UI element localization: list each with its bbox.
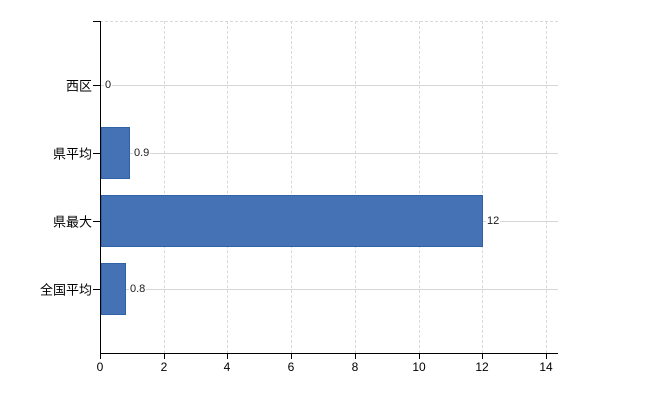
x-axis-tick: [419, 353, 420, 359]
y-axis-tick: [93, 221, 100, 222]
y-axis-line: [100, 21, 101, 353]
x-tick-label: 10: [412, 360, 426, 374]
category-gridline: [100, 85, 558, 86]
x-tick-label: 0: [96, 360, 104, 374]
x-gridline: [482, 21, 483, 353]
x-axis-tick: [546, 353, 547, 359]
value-label: 12: [486, 215, 501, 227]
x-tick-label: 4: [223, 360, 231, 374]
x-tick-label: 2: [160, 360, 168, 374]
x-axis-tick: [355, 353, 356, 359]
value-label: 0.9: [133, 147, 151, 159]
x-gridline: [355, 21, 356, 353]
y-axis-tick: [93, 153, 100, 154]
x-axis-line: [100, 353, 558, 354]
category-gridline: [100, 289, 558, 290]
category-label: 西区: [65, 78, 92, 94]
x-tick-label: 8: [351, 360, 359, 374]
x-axis-tick: [291, 353, 292, 359]
category-gridline: [100, 153, 558, 154]
value-label: 0: [104, 79, 113, 91]
x-gridline: [291, 21, 292, 353]
category-label: 県最大: [52, 214, 92, 230]
x-tick-label: 6: [287, 360, 295, 374]
value-label: 0.8: [129, 283, 147, 295]
x-tick-label: 14: [539, 360, 553, 374]
bar-県平均: [101, 127, 130, 179]
x-axis-tick: [482, 353, 483, 359]
bar-全国平均: [101, 263, 126, 315]
y-axis-tick: [93, 85, 100, 86]
x-axis-tick: [100, 353, 101, 359]
x-gridline: [227, 21, 228, 353]
x-tick-label: 12: [475, 360, 489, 374]
x-gridline: [419, 21, 420, 353]
bar-県最大: [101, 195, 483, 247]
x-gridline: [546, 21, 547, 353]
category-label: 県平均: [52, 146, 92, 162]
x-gridline: [164, 21, 165, 353]
y-axis-tick: [93, 289, 100, 290]
y-axis-tick: [93, 21, 100, 22]
category-label: 全国平均: [39, 282, 92, 298]
plot-top-border: [100, 21, 558, 22]
x-axis-tick: [227, 353, 228, 359]
x-axis-tick: [164, 353, 165, 359]
